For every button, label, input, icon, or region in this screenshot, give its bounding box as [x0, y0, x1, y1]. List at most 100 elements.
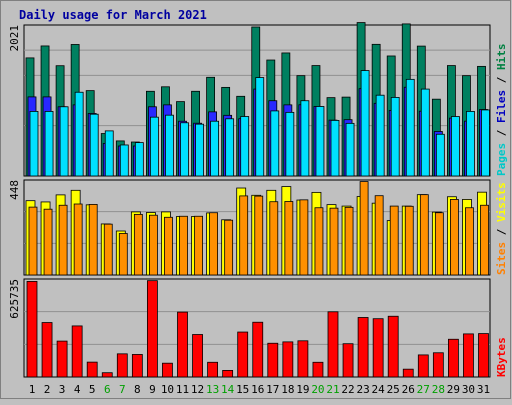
bar-sites-day-11 — [179, 215, 188, 276]
day-label: 22 — [341, 383, 354, 396]
bar-pages-day-1 — [29, 111, 39, 177]
bar-pages-day-14 — [225, 118, 235, 177]
bar-pages-day-9 — [149, 116, 159, 177]
chart-title: Daily usage for March 2021 — [19, 8, 207, 22]
day-label: 12 — [191, 383, 204, 396]
bar-sites-day-15 — [239, 195, 249, 276]
bar-sites-day-1 — [28, 206, 38, 276]
bar-pages-day-7 — [119, 144, 129, 177]
bar-pages-day-16 — [255, 77, 265, 177]
bar-kbytes-day-16 — [252, 321, 264, 378]
legend: KBytes — [495, 337, 508, 377]
day-label: 11 — [176, 383, 189, 396]
bar-sites-day-31 — [480, 204, 489, 276]
bar-kbytes-day-12 — [192, 334, 203, 378]
bar-sites-day-28 — [434, 212, 444, 276]
bar-kbytes-day-24 — [372, 318, 384, 378]
day-label: 5 — [89, 383, 96, 396]
bar-sites-day-13 — [209, 212, 219, 276]
bar-kbytes-day-11 — [177, 311, 188, 378]
bar-kbytes-day-20 — [312, 361, 324, 378]
bar-kbytes-day-13 — [207, 361, 219, 378]
bar-kbytes-day-8 — [131, 354, 143, 378]
bar-pages-day-8 — [134, 142, 144, 177]
y-max-label: 448 — [8, 180, 21, 200]
legend-item: KBytes — [495, 337, 508, 377]
day-label: 3 — [59, 383, 66, 396]
bar-pages-day-13 — [210, 120, 220, 177]
day-label: 9 — [149, 383, 156, 396]
bar-kbytes-day-1 — [26, 281, 38, 378]
bar-pages-day-19 — [300, 100, 310, 177]
day-label: 10 — [161, 383, 174, 396]
bar-pages-day-28 — [435, 133, 445, 177]
bar-kbytes-day-10 — [162, 362, 173, 378]
bar-sites-day-27 — [419, 194, 429, 276]
bar-sites-day-5 — [88, 204, 98, 276]
bar-sites-day-22 — [344, 206, 354, 276]
bar-sites-day-8 — [133, 213, 143, 276]
bar-pages-day-2 — [44, 111, 54, 177]
legend-item: Pages — [495, 143, 508, 176]
day-label: 7 — [119, 383, 126, 396]
bar-pages-day-20 — [315, 106, 325, 177]
panel-kbytes: 625735 KBytes — [8, 278, 508, 378]
day-label: 21 — [326, 383, 339, 396]
bar-kbytes-day-6 — [101, 372, 113, 378]
bar-pages-day-4 — [74, 91, 84, 177]
y-max-label: 2021 — [8, 25, 21, 52]
bar-pages-day-6 — [104, 130, 114, 177]
day-label: 15 — [236, 383, 249, 396]
day-label: 14 — [221, 383, 235, 396]
legend-item: Sites — [495, 242, 508, 275]
bar-sites-day-6 — [103, 223, 113, 276]
bar-kbytes-day-26 — [402, 368, 414, 378]
bar-sites-day-18 — [284, 201, 294, 276]
bar-pages-day-3 — [59, 106, 69, 177]
day-label: 28 — [432, 383, 445, 396]
bar-pages-day-29 — [450, 116, 460, 177]
day-label: 24 — [372, 383, 386, 396]
legend: Sites / Visits — [495, 182, 508, 275]
bar-sites-day-30 — [465, 207, 474, 276]
bar-kbytes-day-14 — [222, 370, 234, 378]
day-label: 6 — [104, 383, 111, 396]
day-labels: 1 2 3 4 5 6 7 8 9 10 11 12 13 14 15 16 17 18 19 20 21 22 23 24 2… — [29, 383, 490, 396]
day-label: 25 — [387, 383, 400, 396]
panels: 2021 Pages / Files / Hits 448 Sites / Visit… — [8, 22, 508, 378]
day-label: 8 — [134, 383, 141, 396]
legend-item: / — [495, 70, 508, 90]
day-label: 20 — [311, 383, 324, 396]
bar-kbytes-day-28 — [432, 352, 444, 378]
legend-item: Visits — [495, 182, 508, 222]
bar-pages-day-30 — [466, 111, 475, 177]
bar-sites-day-26 — [404, 205, 414, 276]
legend: Pages / Files / Hits — [495, 44, 508, 177]
bar-pages-day-21 — [330, 120, 340, 177]
bar-kbytes-day-18 — [282, 341, 294, 378]
bar-kbytes-day-5 — [86, 361, 98, 378]
bar-kbytes-day-4 — [71, 325, 83, 378]
day-label: 23 — [356, 383, 369, 396]
bar-kbytes-day-23 — [357, 317, 369, 378]
bar-kbytes-day-19 — [297, 340, 309, 378]
bar-pages-day-25 — [390, 97, 400, 177]
legend-item: Hits — [495, 44, 508, 71]
bar-sites-day-12 — [194, 215, 203, 276]
bar-pages-day-17 — [270, 110, 280, 177]
bar-sites-day-17 — [269, 201, 279, 276]
day-label: 4 — [74, 383, 81, 396]
bar-sites-day-4 — [73, 203, 83, 276]
bar-kbytes-day-2 — [41, 322, 53, 378]
bar-sites-day-7 — [118, 233, 128, 276]
bar-kbytes-day-22 — [342, 343, 354, 378]
bar-sites-day-10 — [164, 216, 173, 276]
day-label: 1 — [29, 383, 36, 396]
y-max-label: 625735 — [8, 279, 21, 319]
day-label: 16 — [251, 383, 264, 396]
day-label: 31 — [477, 383, 490, 396]
day-label: 18 — [281, 383, 294, 396]
day-label: 27 — [417, 383, 430, 396]
